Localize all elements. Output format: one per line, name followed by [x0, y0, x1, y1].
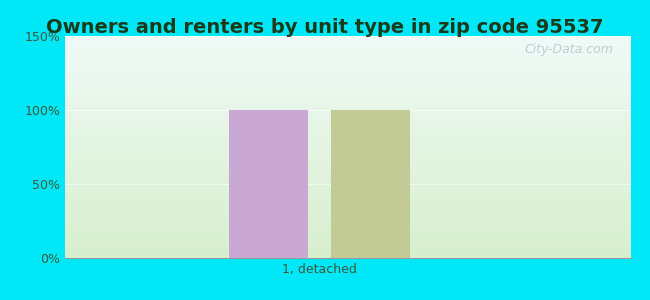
Text: City-Data.com: City-Data.com — [525, 43, 614, 56]
Bar — [229, 110, 308, 258]
Bar — [331, 110, 410, 258]
Text: Owners and renters by unit type in zip code 95537: Owners and renters by unit type in zip c… — [46, 18, 604, 37]
